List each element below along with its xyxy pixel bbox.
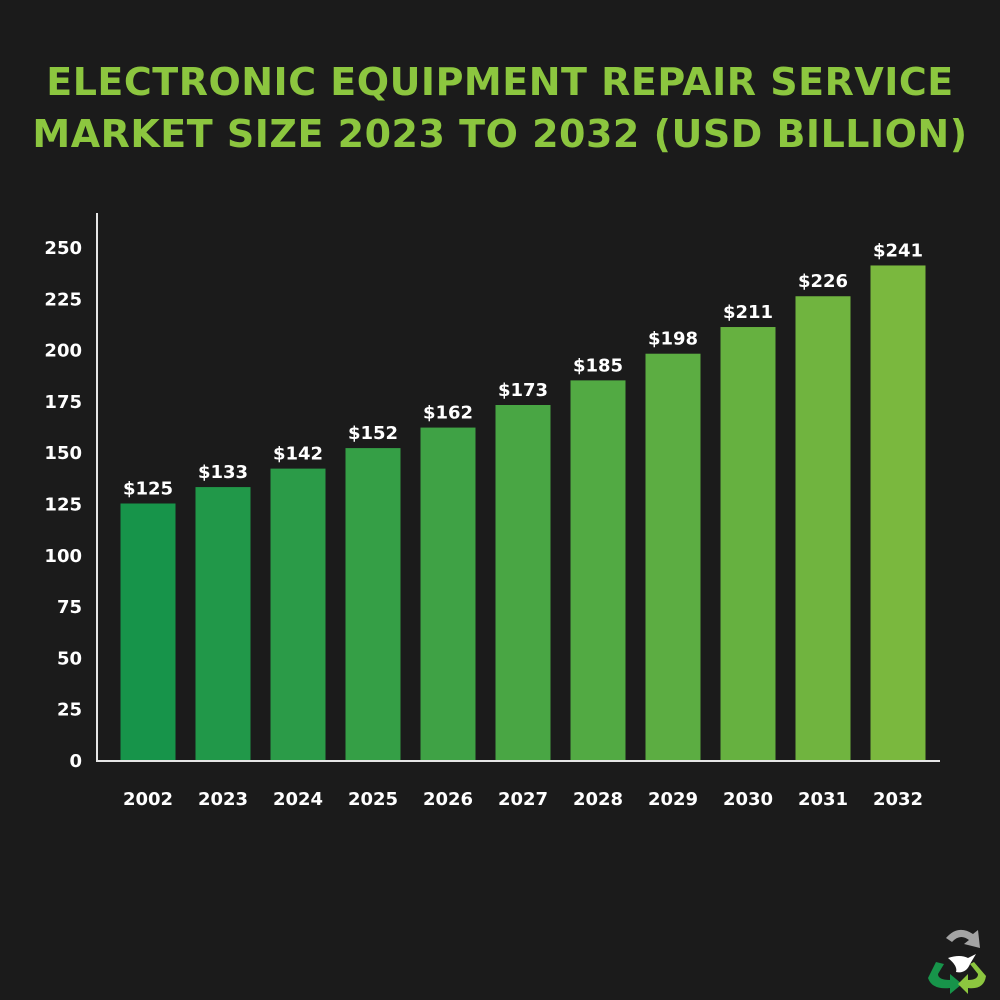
bar (645, 353, 701, 760)
bar-data-label: $133 (198, 462, 248, 483)
y-tick-label: 50 (57, 648, 82, 669)
x-tick-label: 2024 (273, 789, 323, 810)
x-tick-label: 2028 (573, 789, 623, 810)
x-tick-label: 2023 (198, 789, 248, 810)
chart-title-line-1: ELECTRONIC EQUIPMENT REPAIR SERVICE (46, 60, 954, 104)
bar-data-label: $125 (123, 479, 173, 500)
y-tick-label: 175 (44, 392, 82, 413)
x-tick-label: 2027 (498, 789, 548, 810)
x-tick-label: 2029 (648, 789, 698, 810)
y-tick-label: 75 (57, 597, 82, 618)
bar-data-label: $152 (348, 423, 398, 444)
bar (870, 265, 926, 760)
bar (720, 327, 776, 760)
x-tick-label: 2030 (723, 789, 773, 810)
bar (345, 448, 401, 760)
y-tick-label: 150 (44, 443, 82, 464)
bar (420, 427, 476, 760)
y-tick-label: 225 (44, 289, 82, 310)
y-tick-label: 125 (44, 495, 82, 516)
x-tick-label: 2025 (348, 789, 398, 810)
x-tick-label: 2032 (873, 789, 923, 810)
bar-data-label: $241 (873, 240, 923, 261)
y-tick-label: 100 (44, 546, 82, 567)
bar (495, 405, 551, 760)
y-tick-label: 25 (57, 700, 82, 721)
bar-data-label: $211 (723, 302, 773, 323)
y-tick-label: 200 (44, 341, 82, 362)
bar-data-label: $162 (423, 403, 473, 424)
bar-data-label: $198 (648, 329, 698, 350)
bar-data-label: $185 (573, 355, 623, 376)
recycle-bird-logo-icon (928, 929, 986, 994)
x-tick-label: 2026 (423, 789, 473, 810)
bar (795, 296, 851, 760)
x-tick-label: 2002 (123, 789, 173, 810)
bar-data-label: $173 (498, 380, 548, 401)
chart-title-line-2: MARKET SIZE 2023 TO 2032 (USD BILLION) (32, 112, 968, 156)
bar-data-label: $226 (798, 271, 848, 292)
bar (270, 468, 326, 760)
bar (120, 503, 176, 760)
y-tick-label: 0 (69, 751, 82, 772)
y-tick-label: 250 (44, 238, 82, 259)
bar (195, 487, 251, 760)
bar (570, 380, 626, 760)
x-tick-label: 2031 (798, 789, 848, 810)
bar-data-label: $142 (273, 444, 323, 465)
